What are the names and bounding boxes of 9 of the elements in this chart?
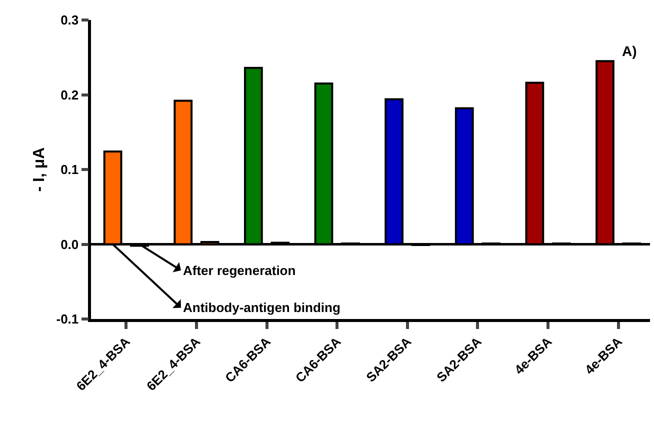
text: Antibody-antigen binding	[183, 300, 340, 315]
y-tick-label: -0.1	[56, 312, 79, 327]
y-tick-label: 0.0	[60, 236, 79, 252]
series-label: After regeneration	[183, 263, 296, 278]
y-tick-label: 0.3	[60, 12, 79, 28]
y-axis-title: - I, μA	[31, 146, 48, 192]
annotation: A)	[622, 43, 637, 59]
y-tick-label: 0.2	[60, 87, 79, 102]
y-tick-label: 0.1	[60, 162, 79, 178]
